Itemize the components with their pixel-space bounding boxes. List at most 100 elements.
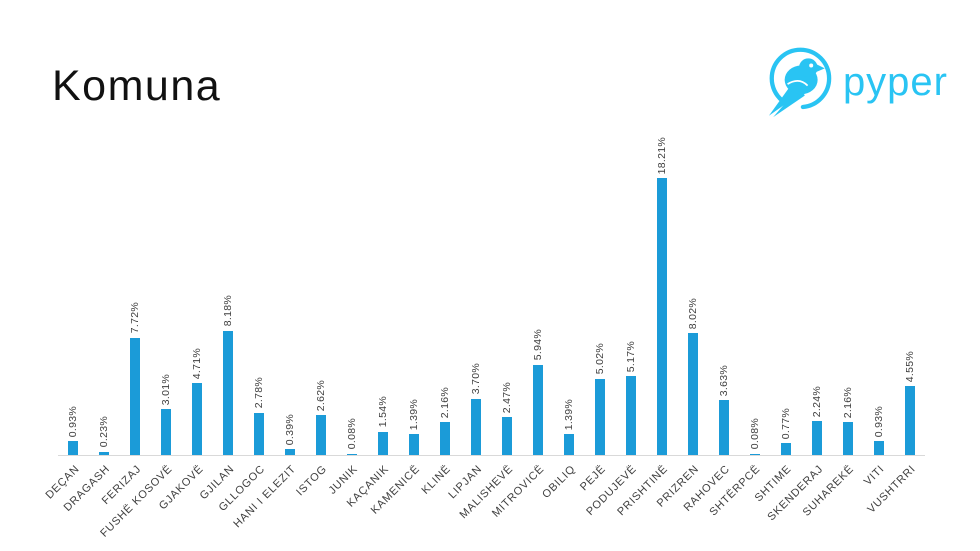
bar-column: 2.62% [306,380,337,455]
komuna-bar-chart: 0.93% 0.23% 7.72% 3.01% 4.71% 8.18% 2.78% 0.39%… [43,129,925,551]
bar [440,422,451,455]
value-label: 0.39% [284,413,297,446]
value-label: 8.18% [222,295,235,327]
bar-column: 0.77% [770,408,801,455]
value-label: 2.16% [439,386,452,419]
bar [780,443,791,455]
bar [656,178,667,455]
bar-column: 5.94% [523,329,554,455]
pyper-logo: pyper [763,44,948,125]
value-label: 2.16% [841,386,854,419]
bar-column: 1.54% [368,396,399,455]
bar [223,330,234,455]
value-label: 2.62% [315,379,328,412]
bar [594,378,605,455]
category-label-cell: ISTOG [294,456,337,551]
bar [68,440,79,455]
bar-column: 0.93% [863,406,894,455]
bar [99,451,110,455]
bar [842,422,853,455]
value-label: 0.77% [779,408,792,440]
value-label: 5.17% [624,341,637,373]
value-label: 0.93% [872,405,885,437]
value-label: 2.24% [810,385,823,417]
category-label-cell: KAMENICË [369,456,430,551]
value-label: 2.47% [501,382,514,414]
bar-column: 7.72% [120,302,151,455]
bar [718,399,729,455]
category-label-cell: GJAKOVË [157,456,213,551]
bar [749,453,760,455]
bar [161,409,172,455]
value-label: 8.02% [686,297,699,330]
value-label: 1.39% [562,398,575,430]
category-label-cell: VUSHTRRI [865,456,925,551]
bar [285,449,296,455]
value-label: 4.55% [903,350,916,382]
value-label: 0.08% [346,418,359,450]
bar [316,415,327,455]
bar-column: 0.08% [337,418,368,455]
bar-column: 1.39% [554,399,585,455]
bar [687,333,698,455]
value-label: 1.54% [377,396,390,428]
bar-column: 18.21% [646,137,677,455]
value-label: 2.78% [253,377,266,409]
bar-column: 2.47% [492,382,523,455]
value-label: 0.23% [98,416,111,448]
bar-column: 5.17% [615,341,646,455]
value-label: 4.71% [191,348,204,380]
value-label: 3.01% [160,373,173,406]
bar-column: 2.16% [430,387,461,455]
bar [625,376,636,455]
bar [563,433,574,455]
value-label: 1.39% [408,398,421,430]
logo-wordmark: pyper [842,59,948,104]
bar-column: 2.16% [832,387,863,455]
bar [811,420,822,455]
bar-column: 4.55% [894,351,925,455]
category-label-cell: SUHAREKË [800,456,863,551]
value-label: 5.94% [532,329,545,361]
bar-column: 0.23% [89,416,120,455]
bar [409,433,420,455]
bar [130,337,141,455]
bar-column: 8.18% [213,295,244,455]
bar-column: 8.02% [677,298,708,455]
category-label-cell: HANI I ELEZIT [231,456,306,551]
category-label-cell: KLINË [420,456,461,551]
bar [904,385,915,455]
x-axis-labels: DEÇAN DRAGASH FERIZAJ FUSHË KOSOVË GJAKOVË GJ… [43,456,925,551]
value-label: 0.08% [748,418,761,450]
bar [254,412,265,455]
bar-column: 3.63% [708,365,739,455]
bar-column: 3.70% [461,363,492,455]
value-label: 3.70% [470,363,483,395]
category-label-cell: OBILIQ [540,456,585,551]
bar-column: 0.93% [58,406,89,455]
bar [378,431,389,455]
bar [873,440,884,455]
category-label: VITI [862,463,888,489]
bar-column: 2.78% [244,377,275,455]
value-label: 3.63% [717,364,730,396]
page-title: Komuna [52,62,222,110]
category-label-cell: SHTËRPCË [708,456,770,551]
bar [502,417,513,455]
value-label: 7.72% [129,302,142,334]
bar-column: 1.39% [399,399,430,455]
bar-column: 0.39% [275,414,306,455]
value-label: 5.02% [593,343,606,375]
bar [471,398,482,455]
bar [533,364,544,455]
bar-column: 5.02% [584,343,615,455]
value-label: 18.21% [655,136,668,174]
bar-column: 4.71% [182,348,213,455]
bar-column: 3.01% [151,374,182,455]
plot-area: 0.93% 0.23% 7.72% 3.01% 4.71% 8.18% 2.78% 0.39%… [58,129,925,456]
bird-icon [763,44,835,125]
value-label: 0.93% [67,405,80,437]
bar [192,383,203,455]
category-label-cell: MITROVICË [490,456,554,551]
